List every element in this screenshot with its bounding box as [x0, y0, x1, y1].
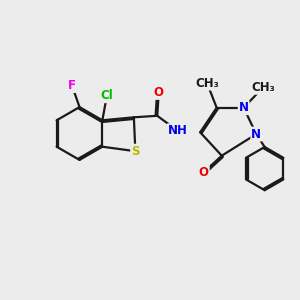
Text: O: O [199, 166, 209, 179]
Text: Cl: Cl [100, 89, 113, 102]
Text: N: N [239, 101, 249, 114]
Text: CH₃: CH₃ [251, 81, 275, 94]
Text: N: N [251, 128, 261, 141]
Text: F: F [68, 79, 76, 92]
Text: NH: NH [168, 124, 188, 137]
Text: S: S [131, 145, 140, 158]
Text: CH₃: CH₃ [195, 76, 219, 90]
Text: O: O [154, 86, 164, 99]
